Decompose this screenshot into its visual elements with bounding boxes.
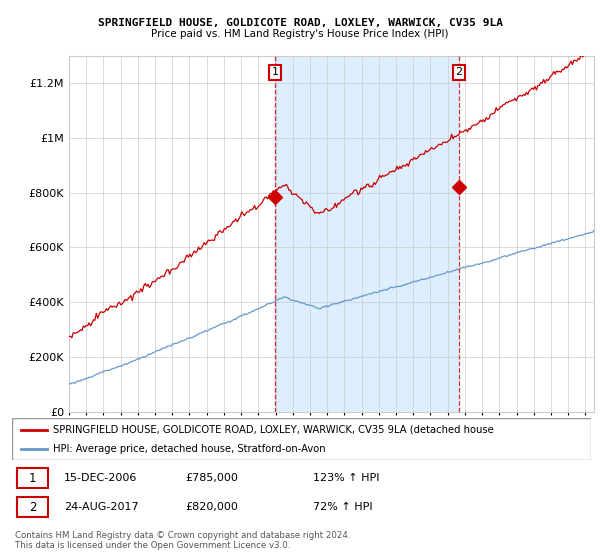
Text: SPRINGFIELD HOUSE, GOLDICOTE ROAD, LOXLEY, WARWICK, CV35 9LA: SPRINGFIELD HOUSE, GOLDICOTE ROAD, LOXLE… — [97, 18, 503, 28]
Text: 2: 2 — [455, 67, 463, 77]
Bar — [17, 497, 49, 517]
Text: 15-DEC-2006: 15-DEC-2006 — [64, 473, 137, 483]
Text: 123% ↑ HPI: 123% ↑ HPI — [313, 473, 380, 483]
Text: 2: 2 — [29, 501, 37, 514]
Text: 24-AUG-2017: 24-AUG-2017 — [64, 502, 139, 512]
Text: 72% ↑ HPI: 72% ↑ HPI — [313, 502, 373, 512]
Bar — [275, 56, 459, 412]
Text: SPRINGFIELD HOUSE, GOLDICOTE ROAD, LOXLEY, WARWICK, CV35 9LA (detached house: SPRINGFIELD HOUSE, GOLDICOTE ROAD, LOXLE… — [53, 424, 493, 435]
Text: 1: 1 — [271, 67, 278, 77]
Bar — [17, 468, 49, 488]
Text: £820,000: £820,000 — [186, 502, 239, 512]
Text: Contains HM Land Registry data © Crown copyright and database right 2024.
This d: Contains HM Land Registry data © Crown c… — [15, 531, 350, 550]
Text: £785,000: £785,000 — [186, 473, 239, 483]
Text: 1: 1 — [29, 472, 37, 484]
Text: Price paid vs. HM Land Registry's House Price Index (HPI): Price paid vs. HM Land Registry's House … — [151, 29, 449, 39]
Text: HPI: Average price, detached house, Stratford-on-Avon: HPI: Average price, detached house, Stra… — [53, 444, 325, 454]
